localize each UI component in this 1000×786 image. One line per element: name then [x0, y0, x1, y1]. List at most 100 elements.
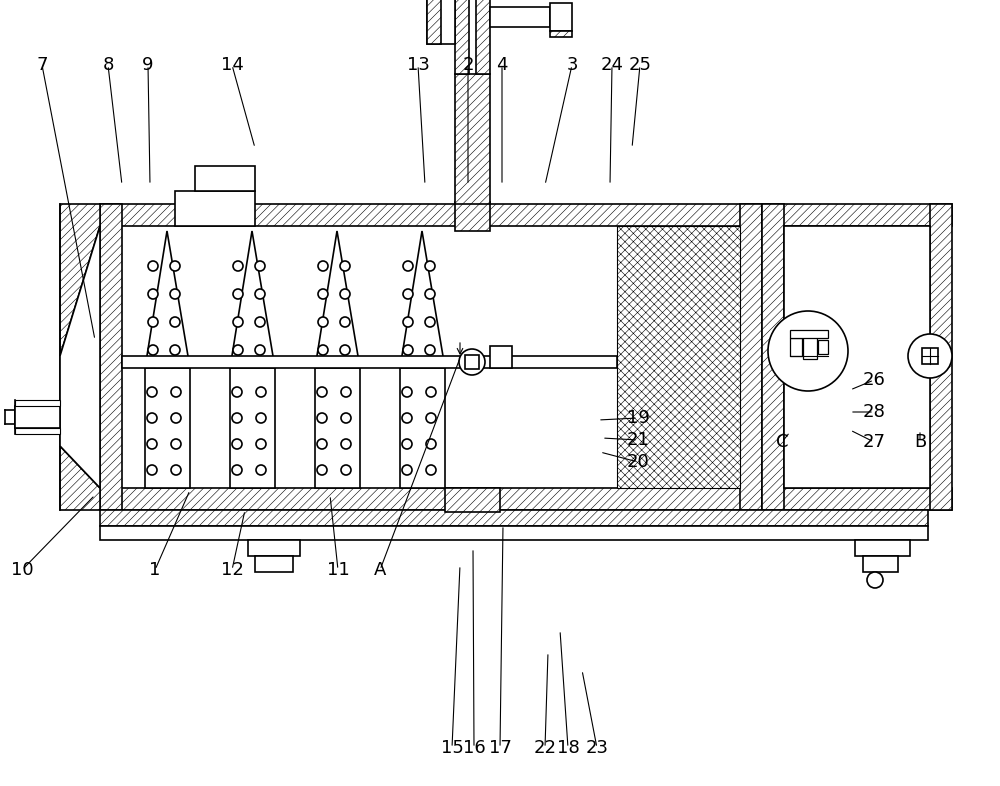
Circle shape [318, 261, 328, 271]
Circle shape [171, 413, 181, 423]
Polygon shape [15, 428, 60, 434]
Circle shape [255, 289, 265, 299]
Circle shape [317, 413, 327, 423]
Circle shape [340, 345, 350, 355]
Circle shape [255, 317, 265, 327]
Polygon shape [230, 231, 275, 368]
Bar [476, 0, 490, 74]
Polygon shape [60, 204, 100, 356]
Text: 8: 8 [102, 56, 114, 74]
Bar [230, 368, 275, 488]
Text: 4: 4 [496, 56, 508, 74]
Text: 26: 26 [863, 371, 885, 389]
Circle shape [232, 387, 242, 397]
Text: 3: 3 [566, 56, 578, 74]
Circle shape [170, 289, 180, 299]
Bar [784, 226, 930, 488]
Text: 1: 1 [149, 561, 161, 579]
Circle shape [256, 439, 266, 449]
Circle shape [425, 289, 435, 299]
Bar [740, 204, 762, 510]
Circle shape [867, 572, 883, 588]
Bar [445, 488, 500, 512]
Bar [790, 330, 828, 338]
Bar [100, 526, 928, 540]
Circle shape [403, 261, 413, 271]
Circle shape [318, 289, 328, 299]
Bar [315, 368, 360, 488]
Circle shape [403, 289, 413, 299]
Circle shape [170, 261, 180, 271]
Circle shape [403, 345, 413, 355]
Circle shape [340, 261, 350, 271]
Polygon shape [315, 231, 360, 368]
Bar [195, 166, 255, 191]
Circle shape [171, 439, 181, 449]
Circle shape [170, 317, 180, 327]
Bar [255, 556, 293, 572]
Bar [818, 340, 828, 354]
Circle shape [402, 387, 412, 397]
Bar [427, 0, 455, 44]
Bar [400, 368, 445, 488]
Bar [863, 556, 898, 572]
Bar [145, 368, 190, 488]
Circle shape [426, 387, 436, 397]
Circle shape [340, 317, 350, 327]
Circle shape [148, 317, 158, 327]
Bar [427, 0, 441, 44]
Circle shape [426, 413, 436, 423]
Circle shape [426, 465, 436, 475]
Circle shape [402, 465, 412, 475]
Circle shape [256, 465, 266, 475]
Bar [762, 204, 784, 510]
Text: 12: 12 [221, 561, 243, 579]
Circle shape [147, 413, 157, 423]
Circle shape [768, 311, 848, 391]
Text: C: C [776, 433, 788, 451]
Polygon shape [60, 446, 100, 510]
Circle shape [233, 317, 243, 327]
Bar [855, 540, 910, 556]
Circle shape [233, 345, 243, 355]
Circle shape [232, 413, 242, 423]
Circle shape [148, 261, 158, 271]
Bar [930, 204, 952, 510]
Circle shape [317, 439, 327, 449]
Circle shape [255, 261, 265, 271]
Bar [803, 337, 817, 359]
Circle shape [255, 345, 265, 355]
Circle shape [908, 334, 952, 378]
Text: B: B [914, 433, 926, 451]
Circle shape [341, 413, 351, 423]
Bar [762, 488, 952, 510]
Circle shape [148, 289, 158, 299]
Text: 7: 7 [36, 56, 48, 74]
Text: 10: 10 [11, 561, 33, 579]
Text: 16: 16 [463, 739, 485, 757]
Polygon shape [60, 226, 100, 488]
Circle shape [232, 465, 242, 475]
Text: A: A [374, 561, 386, 579]
Bar [465, 355, 479, 369]
Circle shape [318, 345, 328, 355]
Bar [455, 202, 490, 231]
Circle shape [233, 289, 243, 299]
Bar [455, 0, 469, 74]
Circle shape [148, 345, 158, 355]
Circle shape [232, 439, 242, 449]
Circle shape [147, 387, 157, 397]
Bar [122, 356, 617, 368]
Text: 22: 22 [534, 739, 556, 757]
Circle shape [425, 317, 435, 327]
Bar [490, 7, 550, 27]
Circle shape [341, 465, 351, 475]
Circle shape [147, 439, 157, 449]
Circle shape [256, 413, 266, 423]
Text: 24: 24 [600, 56, 624, 74]
Circle shape [426, 439, 436, 449]
Bar [100, 204, 122, 510]
Circle shape [317, 465, 327, 475]
Text: 19: 19 [627, 409, 649, 427]
Text: 17: 17 [489, 739, 511, 757]
